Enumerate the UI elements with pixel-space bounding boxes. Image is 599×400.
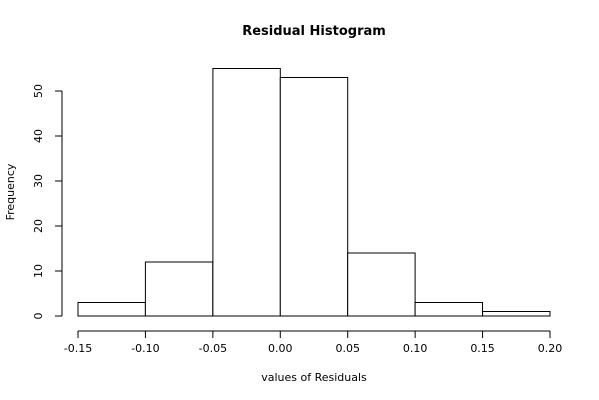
histogram-bar-4 (347, 252, 416, 317)
histogram-bar-1 (144, 261, 214, 317)
y-tick-label: 50 (32, 84, 45, 98)
x-tick-label: 0.15 (470, 342, 495, 355)
y-tick-label: 40 (32, 129, 45, 143)
y-tick-label: 20 (32, 219, 45, 233)
x-tick-label: 0.00 (268, 342, 293, 355)
x-tick-label: -0.10 (131, 342, 159, 355)
histogram-bar-5 (414, 302, 484, 317)
histogram-bar-6 (482, 311, 551, 317)
histogram-bar-3 (279, 77, 349, 317)
x-tick-label: 0.20 (538, 342, 563, 355)
x-axis: -0.15 -0.10 -0.05 0.00 0.05 0.10 0.15 0.20 (64, 330, 563, 355)
histogram-bar-2 (212, 68, 281, 317)
y-tick-label: 0 (32, 313, 45, 320)
x-tick-label: 0.10 (403, 342, 428, 355)
histogram-bar-0 (77, 302, 146, 317)
y-tick-label: 30 (32, 174, 45, 188)
x-tick-label: -0.15 (64, 342, 92, 355)
x-axis-label: values of Residuals (261, 371, 367, 384)
y-tick-label: 10 (32, 264, 45, 278)
y-axis-label: Frequency (4, 163, 17, 220)
chart-title: Residual Histogram (242, 24, 386, 39)
y-axis: 0 10 20 30 40 50 (32, 84, 63, 320)
x-tick-label: -0.05 (199, 342, 227, 355)
bars-group (77, 68, 551, 317)
x-tick-label: 0.05 (335, 342, 360, 355)
